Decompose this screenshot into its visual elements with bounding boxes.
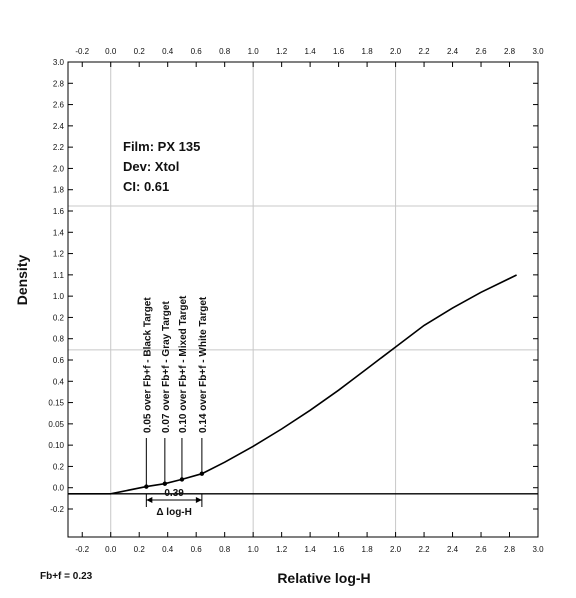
- y-tick-label: 0.05: [48, 420, 64, 429]
- x-tick-label: 2.8: [504, 47, 516, 56]
- x-tick-label: 2.2: [418, 545, 430, 554]
- y-tick-label: 1.0: [53, 292, 65, 301]
- x-tick-label: 0.2: [134, 545, 146, 554]
- x-tick-label: 0.6: [191, 545, 203, 554]
- y-tick-label: 1.4: [53, 228, 65, 237]
- marker-point: [162, 481, 168, 486]
- y-tick-label: 2.6: [53, 101, 65, 110]
- x-tick-label: 1.6: [333, 47, 345, 56]
- x-tick-label: 1.6: [333, 545, 345, 554]
- x-tick-label: 2.4: [447, 545, 459, 554]
- x-tick-label: 2.8: [504, 545, 516, 554]
- y-axis-title: Density: [14, 255, 30, 306]
- info-film: Film: PX 135: [123, 139, 200, 154]
- marker-label: 0.05 over Fb+f - Black Target: [142, 297, 153, 433]
- x-tick-labels-top: -0.2 0.0 0.2 0.4 0.6 0.8 1.0 1.2 1.4 1.6 1.8 2.0 2.2…: [75, 47, 544, 56]
- y-tick-label: 0.10: [48, 441, 64, 450]
- y-tick-label: 1.1: [53, 271, 65, 280]
- delta-value: 0.39: [164, 488, 184, 499]
- y-tick-labels: 3.0 2.8 2.6 2.4 2.2 2.0 1.8 1.6 1.4 1.2 1.1 1.0 0.2 0…: [48, 58, 64, 514]
- x-tick-label: 2.6: [475, 545, 487, 554]
- x-tick-label: 2.4: [447, 47, 459, 56]
- x-tick-label: 0.8: [219, 545, 231, 554]
- x-tick-label: 0.0: [105, 47, 117, 56]
- x-tick-label: 0.8: [219, 47, 231, 56]
- x-tick-label: 1.0: [248, 545, 260, 554]
- x-tick-label: 1.8: [362, 545, 374, 554]
- x-tick-label: 0.0: [105, 545, 117, 554]
- y-tick-label: 1.6: [53, 207, 65, 216]
- x-tick-label: 1.2: [276, 545, 288, 554]
- plot-frame: [67, 61, 539, 538]
- threshold-markers: 0.05 over Fb+f - Black Target 0.07 over F…: [142, 295, 209, 489]
- marker-point: [179, 477, 185, 482]
- info-contrast-index: CI: 0.61: [123, 179, 169, 194]
- delta-bracket: 0.39 Δ log-H: [145, 488, 203, 518]
- x-tick-label: -0.2: [75, 47, 89, 56]
- marker-point: [144, 484, 149, 489]
- footnote-fb-f: Fb+f = 0.23: [40, 571, 93, 582]
- y-tick-label: 0.0: [53, 484, 65, 493]
- x-tick-labels-bottom: -0.2 0.0 0.2 0.4 0.6 0.8 1.0 1.2 1.4 1.6 1.8 2.0 2.2…: [75, 545, 544, 554]
- x-tick-label: 0.4: [162, 545, 174, 554]
- x-tick-label: 0.6: [191, 47, 203, 56]
- y-tick-label: 2.2: [53, 143, 65, 152]
- x-tick-label: 2.0: [390, 47, 402, 56]
- y-tick-label: 2.4: [53, 122, 65, 131]
- y-tick-label: 0.4: [53, 377, 65, 386]
- x-tick-label: 1.4: [305, 545, 317, 554]
- marker-label: 0.10 over Fb+f - Mixed Target: [178, 295, 189, 433]
- x-tick-label: 1.0: [248, 47, 260, 56]
- series-line: [68, 274, 517, 495]
- y-tick-label: 2.8: [53, 79, 65, 88]
- y-tick-label: 0.15: [48, 399, 64, 408]
- marker-point: [199, 471, 205, 476]
- x-tick-label: 2.0: [390, 545, 402, 554]
- x-tick-label: 1.4: [305, 47, 317, 56]
- y-tick-label: 2.0: [53, 164, 65, 173]
- x-tick-label: 3.0: [532, 47, 544, 56]
- y-tick-label: 3.0: [53, 58, 65, 67]
- x-tick-label: 1.2: [276, 47, 288, 56]
- x-tick-label: 0.4: [162, 47, 174, 56]
- x-tick-label: 2.2: [418, 47, 430, 56]
- y-tick-label: 1.8: [53, 186, 65, 195]
- x-axis-title: Relative log-H: [277, 570, 370, 586]
- info-developer: Dev: Xtol: [123, 159, 179, 174]
- delta-label: Δ log-H: [156, 507, 192, 518]
- x-tick-label: 2.6: [475, 47, 487, 56]
- x-tick-label: 3.0: [532, 545, 544, 554]
- y-tick-label: 1.2: [53, 250, 65, 259]
- marker-label: 0.14 over Fb+f - White Target: [198, 296, 209, 433]
- y-tick-label: 0.8: [53, 335, 65, 344]
- y-tick-label: -0.2: [50, 505, 64, 514]
- y-tick-label: 0.2: [53, 313, 65, 322]
- axis-ticks: [68, 61, 539, 537]
- x-tick-label: 0.2: [134, 47, 146, 56]
- marker-label: 0.07 over Fb+f - Gray Target: [161, 301, 172, 433]
- x-tick-label: -0.2: [75, 545, 89, 554]
- y-tick-label: 0.2: [53, 462, 65, 471]
- grid-lines: [68, 62, 538, 537]
- y-tick-label: 0.6: [53, 356, 65, 365]
- delta-arrow-right: [195, 497, 202, 503]
- x-tick-label: 1.8: [362, 47, 374, 56]
- delta-arrow-left: [146, 497, 153, 503]
